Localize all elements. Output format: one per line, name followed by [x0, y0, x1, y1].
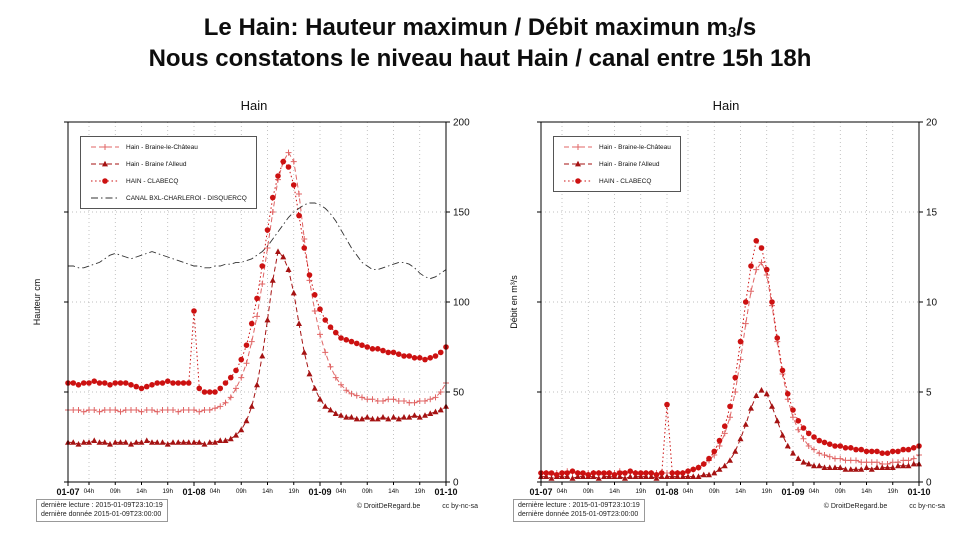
svg-text:14h: 14h	[388, 488, 399, 495]
debit-chart-legend: Hain - Braine-le-Château Hain - Braine l'…	[553, 136, 681, 192]
svg-text:20: 20	[926, 118, 938, 129]
page-title: Le Hain: Hauteur maximun / Débit maximun…	[0, 12, 960, 74]
title-line1-text: Le Hain: Hauteur maximun / Débit maximun…	[203, 14, 728, 41]
hauteur-chart-legend: Hain - Braine-le-Château Hain - Braine l'…	[80, 136, 257, 209]
legend-label: Hain - Braine-le-Château	[599, 143, 671, 151]
legend-label: HAIN - CLABECQ	[599, 177, 652, 185]
svg-text:01-10: 01-10	[907, 487, 930, 497]
svg-text:09h: 09h	[236, 488, 247, 495]
svg-text:19h: 19h	[761, 488, 772, 495]
svg-text:14h: 14h	[861, 488, 872, 495]
legend-item: Hain - Braine-le-Château	[563, 142, 671, 152]
svg-text:19h: 19h	[162, 488, 173, 495]
legend-item: Hain - Braine l'Alleud	[563, 159, 671, 169]
svg-text:10: 10	[926, 298, 938, 309]
hauteur-chart-panel: Hain 01-07 04h 09h 14h 19h 01-08 04h 09h 14h 19h 0…	[28, 98, 480, 522]
svg-text:01-07: 01-07	[56, 487, 79, 497]
legend-label: HAIN - CLABECQ	[126, 177, 179, 185]
footer-license: cc by-nc-sa	[909, 503, 945, 510]
svg-text:0: 0	[926, 478, 932, 489]
footer-credits: © DroitDeRegard.be cc by-nc-sa	[357, 499, 478, 510]
svg-text:04h: 04h	[683, 488, 694, 495]
page-title-line1: Le Hain: Hauteur maximun / Débit maximun…	[0, 12, 960, 43]
legend-item: HAIN - CLABECQ	[563, 176, 671, 186]
chart-title-hauteur: Hain	[240, 98, 268, 113]
legend-item: Hain - Braine l'Alleud	[90, 159, 247, 169]
dashdot-line-icon	[91, 197, 119, 199]
circle-marker-icon	[91, 178, 119, 184]
svg-text:04h: 04h	[336, 488, 347, 495]
svg-text:04h: 04h	[809, 488, 820, 495]
svg-text:09h: 09h	[583, 488, 594, 495]
footer-last-read: dernière lecture : 2015-01-09T23:10:19	[41, 502, 163, 509]
svg-text:Débit en m³/s: Débit en m³/s	[509, 275, 519, 329]
chart-title-debit: Hain	[712, 98, 740, 113]
legend-label: CANAL BXL-CHARLEROI - DISQUERCQ	[126, 194, 247, 202]
svg-text:100: 100	[453, 298, 470, 309]
footer-license: cc by-nc-sa	[442, 503, 478, 510]
hauteur-chart-footers: dernière lecture : 2015-01-09T23:10:19 d…	[28, 499, 480, 522]
svg-text:200: 200	[453, 118, 470, 129]
svg-text:01-09: 01-09	[781, 487, 804, 497]
triangle-marker-icon	[564, 160, 592, 167]
title-line1-suffix: /s	[736, 14, 757, 41]
svg-text:19h: 19h	[635, 488, 646, 495]
svg-text:04h: 04h	[557, 488, 568, 495]
circle-marker-icon	[564, 178, 592, 184]
svg-text:14h: 14h	[735, 488, 746, 495]
svg-text:50: 50	[453, 388, 465, 399]
svg-text:04h: 04h	[210, 488, 221, 495]
svg-text:09h: 09h	[362, 488, 373, 495]
footer-credits: © DroitDeRegard.be cc by-nc-sa	[824, 499, 945, 510]
svg-text:01-07: 01-07	[529, 487, 552, 497]
legend-item: Hain - Braine-le-Château	[90, 142, 247, 152]
svg-text:01-08: 01-08	[182, 487, 205, 497]
footer-data-info: dernière lecture : 2015-01-09T23:10:19 d…	[513, 499, 645, 522]
debit-chart-panel: Hain 01-07 04h 09h 14h 19h 01-08 04h 09h 14h 19h 0…	[505, 98, 947, 522]
legend-item: HAIN - CLABECQ	[90, 176, 247, 186]
svg-text:14h: 14h	[609, 488, 620, 495]
svg-text:14h: 14h	[262, 488, 273, 495]
svg-text:15: 15	[926, 208, 938, 219]
svg-text:19h: 19h	[288, 488, 299, 495]
footer-copyright: © DroitDeRegard.be	[823, 503, 888, 510]
svg-text:01-08: 01-08	[655, 487, 678, 497]
svg-text:0: 0	[453, 478, 459, 489]
svg-text:Hauteur cm: Hauteur cm	[32, 279, 42, 326]
svg-text:19h: 19h	[887, 488, 898, 495]
triangle-marker-icon	[91, 160, 119, 167]
legend-item: CANAL BXL-CHARLEROI - DISQUERCQ	[90, 193, 247, 203]
plus-marker-icon	[91, 144, 119, 150]
title-line1-subscript: 3	[727, 24, 737, 41]
svg-text:09h: 09h	[709, 488, 720, 495]
legend-label: Hain - Braine l'Alleud	[599, 160, 660, 168]
svg-text:04h: 04h	[84, 488, 95, 495]
legend-label: Hain - Braine-le-Château	[126, 143, 198, 151]
svg-text:19h: 19h	[414, 488, 425, 495]
svg-text:14h: 14h	[136, 488, 147, 495]
svg-text:150: 150	[453, 208, 470, 219]
footer-last-read: dernière lecture : 2015-01-09T23:10:19	[518, 502, 640, 509]
debit-chart-footers: dernière lecture : 2015-01-09T23:10:19 d…	[505, 499, 947, 522]
svg-text:01-10: 01-10	[434, 487, 457, 497]
footer-copyright: © DroitDeRegard.be	[356, 503, 421, 510]
svg-text:09h: 09h	[835, 488, 846, 495]
footer-data-info: dernière lecture : 2015-01-09T23:10:19 d…	[36, 499, 168, 522]
page-title-line2: Nous constatons le niveau haut Hain / ca…	[148, 45, 812, 73]
plus-marker-icon	[564, 144, 592, 150]
footer-last-data: dernière donnée 2015-01-09T23:00:00	[518, 511, 639, 519]
svg-text:09h: 09h	[110, 488, 121, 495]
svg-text:5: 5	[926, 388, 932, 399]
footer-last-data: dernière donnée 2015-01-09T23:00:00	[41, 511, 162, 519]
legend-label: Hain - Braine l'Alleud	[126, 160, 187, 168]
svg-text:01-09: 01-09	[308, 487, 331, 497]
